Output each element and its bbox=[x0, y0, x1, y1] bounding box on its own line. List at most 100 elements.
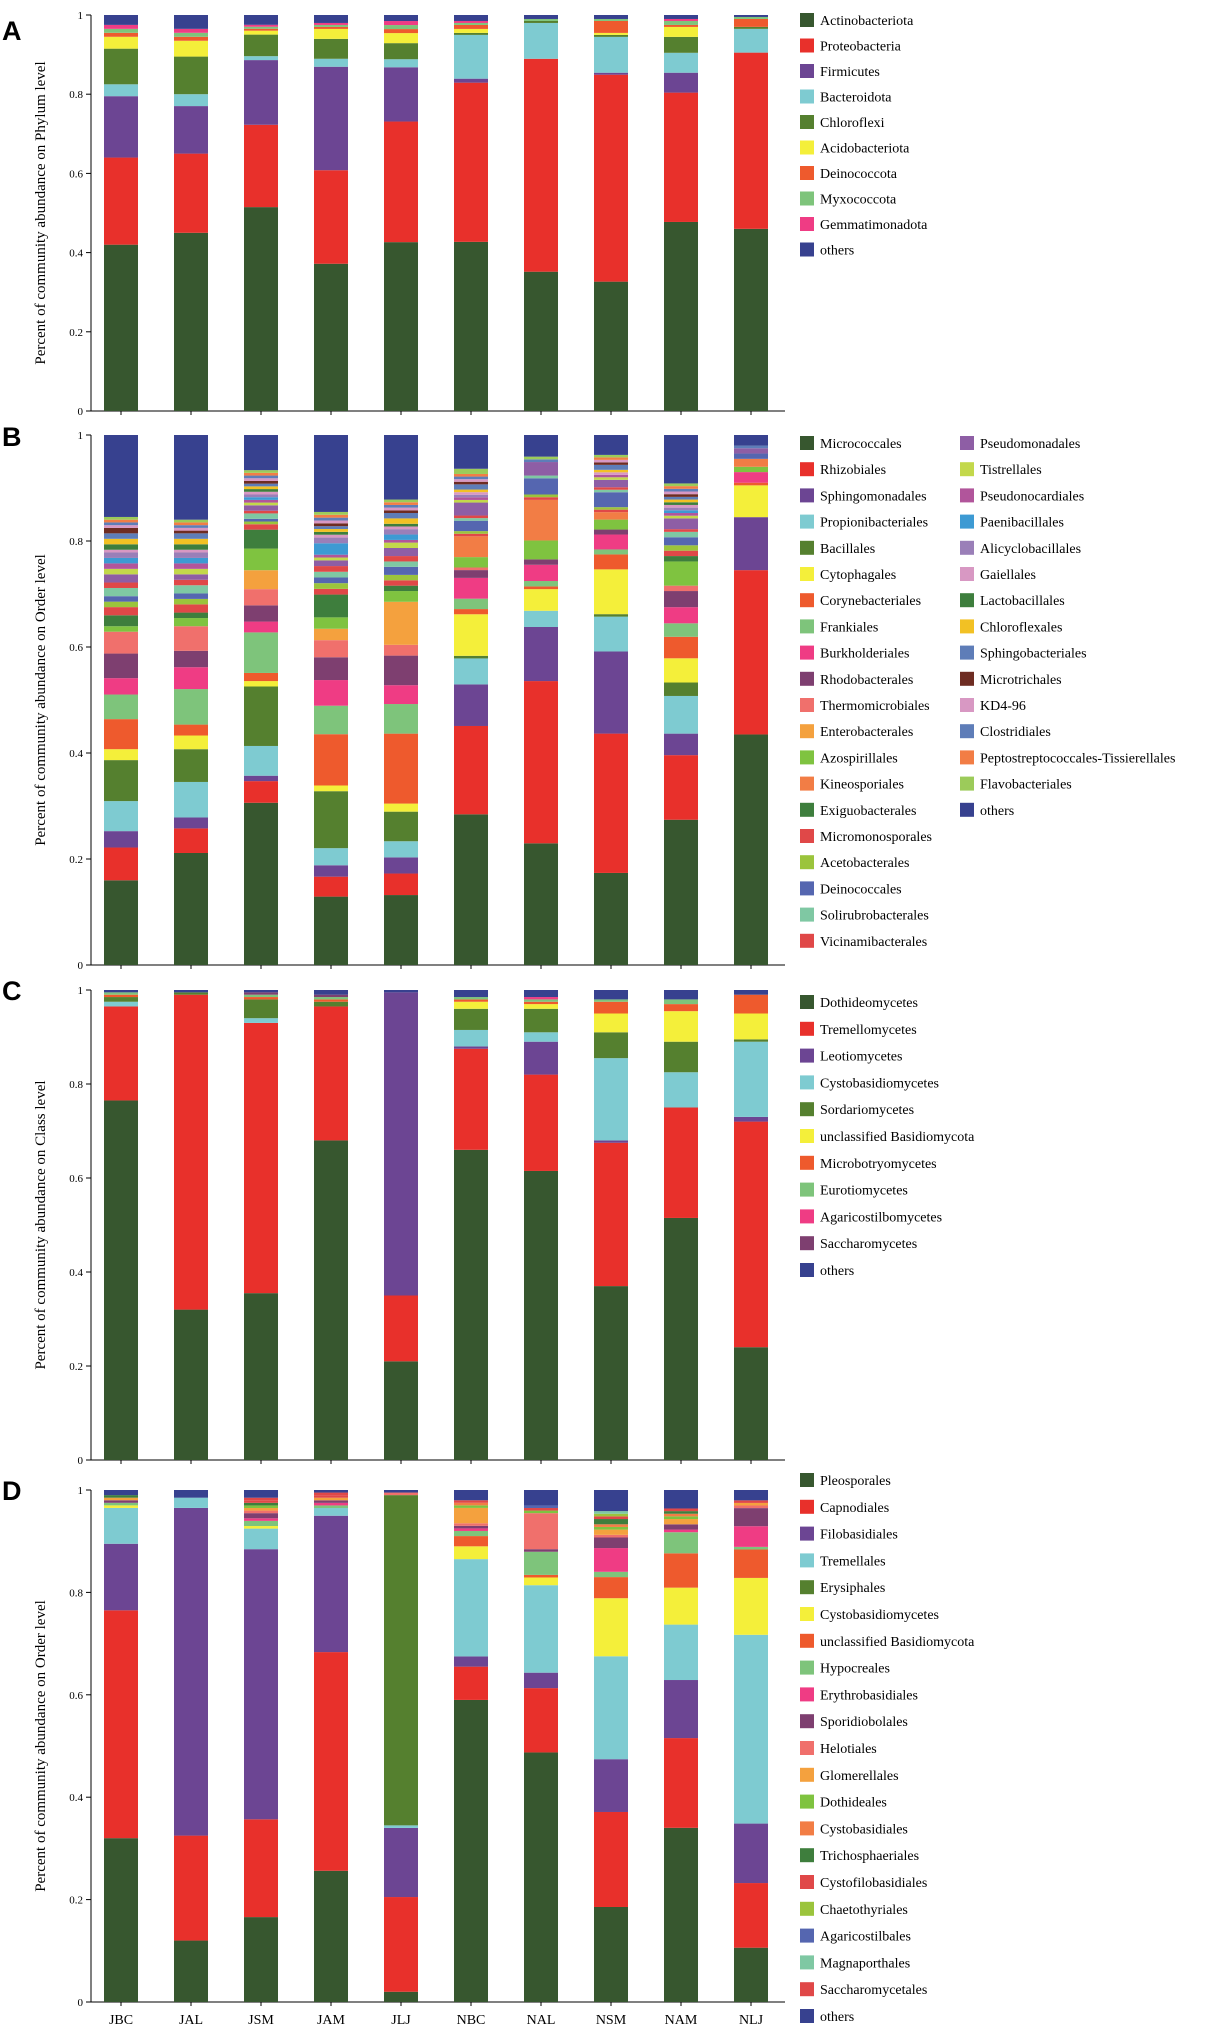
bar-segment bbox=[244, 997, 278, 1000]
y-tick-label: 0.2 bbox=[69, 327, 83, 339]
bar-segment bbox=[384, 43, 418, 60]
legend-swatch bbox=[960, 802, 974, 817]
bar-segment bbox=[664, 755, 698, 820]
bar-segment bbox=[664, 550, 698, 557]
bar-segment bbox=[244, 207, 278, 411]
bar-segment bbox=[734, 1549, 768, 1578]
bar-segment bbox=[594, 1001, 628, 1014]
bar-segment bbox=[594, 18, 628, 21]
bar-segment bbox=[244, 1526, 278, 1529]
bar-segment bbox=[174, 994, 208, 1310]
bar-segment bbox=[454, 567, 488, 571]
bar-segment bbox=[734, 18, 768, 27]
bar-segment bbox=[594, 1811, 628, 1907]
bar-segment bbox=[664, 1011, 698, 1042]
bar-segment bbox=[384, 523, 418, 527]
bar-segment bbox=[244, 1505, 278, 1509]
bar-segment bbox=[104, 631, 138, 654]
bar-segment bbox=[454, 990, 488, 998]
bar-segment bbox=[454, 492, 488, 495]
bar-segment bbox=[524, 1672, 558, 1689]
bar-segment bbox=[454, 1546, 488, 1560]
bar-segment bbox=[734, 228, 768, 411]
y-tick-label: 0.4 bbox=[69, 748, 83, 760]
bar-segment bbox=[244, 605, 278, 622]
bar-segment bbox=[104, 653, 138, 679]
bar-segment bbox=[454, 684, 488, 726]
bar-stack-NAM bbox=[664, 1490, 698, 2002]
bar-stack-JSM bbox=[244, 990, 278, 1460]
bar-segment bbox=[104, 563, 138, 569]
bar-stack-JAM bbox=[314, 990, 348, 1460]
bar-segment bbox=[104, 626, 138, 632]
bar-segment bbox=[314, 560, 348, 567]
bar-segment bbox=[594, 72, 628, 75]
bar-segment bbox=[594, 999, 628, 1002]
panel-A: A Percent of community abundance on Phylu… bbox=[2, 10, 928, 418]
legend-label: Rhodobacterales bbox=[820, 673, 913, 688]
bar-segment bbox=[244, 1502, 278, 1506]
bar-segment bbox=[664, 556, 698, 562]
bar-stack-JAM bbox=[314, 435, 348, 965]
legend-swatch bbox=[800, 1182, 814, 1197]
bar-stack-JAL bbox=[174, 435, 208, 965]
bar-segment bbox=[314, 170, 348, 264]
bar-segment bbox=[384, 556, 418, 562]
legend-label: Deinococcales bbox=[820, 882, 902, 897]
bar-segment bbox=[314, 583, 348, 589]
legend-label: Agaricostilbomycetes bbox=[820, 1210, 942, 1225]
legend-swatch bbox=[800, 166, 814, 180]
legend-swatch bbox=[800, 1102, 814, 1117]
bar-segment bbox=[454, 531, 488, 534]
bar-segment bbox=[594, 509, 628, 513]
bar-segment bbox=[384, 841, 418, 858]
bar-segment bbox=[454, 570, 488, 578]
bar-segment bbox=[594, 1598, 628, 1657]
bar-segment bbox=[664, 221, 698, 411]
legend-swatch bbox=[800, 38, 814, 53]
bar-segment bbox=[734, 1947, 768, 2002]
legend-label: Lactobacillales bbox=[980, 594, 1065, 609]
legend-label: Sporidiobolales bbox=[820, 1715, 908, 1730]
bar-segment bbox=[314, 66, 348, 171]
bar-segment bbox=[734, 1505, 768, 1509]
bar-segment bbox=[664, 1511, 698, 1514]
bar-segment bbox=[244, 686, 278, 746]
bar-segment bbox=[244, 994, 278, 998]
bar-segment bbox=[734, 570, 768, 735]
y-tick-label: 0.4 bbox=[69, 1267, 83, 1279]
bar-segment bbox=[594, 616, 628, 652]
bar-segment bbox=[454, 15, 488, 21]
legend-swatch bbox=[800, 995, 814, 1009]
bar-segment bbox=[384, 29, 418, 34]
bar-segment bbox=[454, 533, 488, 537]
legend-swatch bbox=[960, 593, 974, 608]
bar-segment bbox=[664, 494, 698, 497]
bar-segment bbox=[244, 1508, 278, 1511]
bar-segment bbox=[104, 522, 138, 526]
bar-segment bbox=[734, 1634, 768, 1824]
bar-segment bbox=[244, 483, 278, 487]
bar-segment bbox=[384, 566, 418, 575]
bar-segment bbox=[524, 435, 558, 457]
bar-segment bbox=[524, 20, 558, 23]
bar-segment bbox=[664, 15, 698, 19]
bar-segment bbox=[104, 719, 138, 750]
bar-segment bbox=[384, 992, 418, 1296]
bar-segment bbox=[524, 564, 558, 582]
bar-segment bbox=[174, 579, 208, 586]
bar-segment bbox=[594, 15, 628, 19]
bar-segment bbox=[664, 1004, 698, 1012]
bar-segment bbox=[524, 1008, 558, 1033]
panel-C: C Percent of community abundance on Class… bbox=[2, 976, 975, 1467]
legend-label: Kineosporiales bbox=[820, 778, 904, 793]
bar-segment bbox=[104, 880, 138, 965]
legend-swatch bbox=[800, 1209, 814, 1224]
legend-swatch bbox=[960, 776, 974, 791]
bar-segment bbox=[244, 124, 278, 208]
y-tick-label: 0.8 bbox=[69, 1079, 83, 1091]
bar-segment bbox=[734, 16, 768, 19]
bar-segment bbox=[384, 1490, 418, 1493]
bar-segment bbox=[524, 681, 558, 844]
bar-stack-JLJ bbox=[384, 435, 418, 965]
